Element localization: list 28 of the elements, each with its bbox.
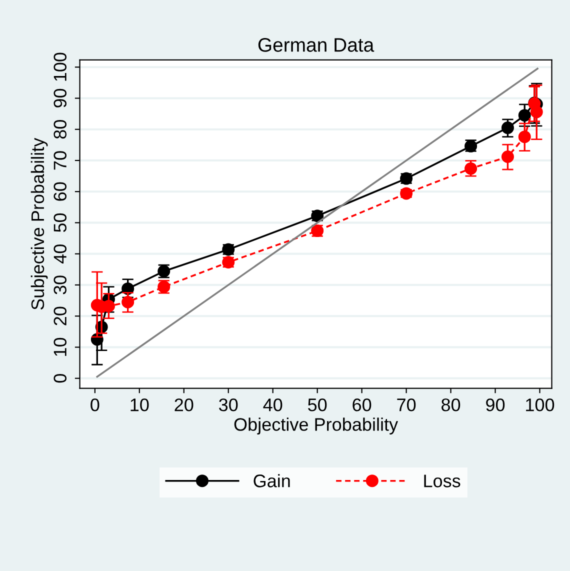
x-tick-label: 0	[90, 398, 100, 412]
x-tick-label: 10	[130, 398, 149, 412]
y-tick-label: 30	[54, 276, 67, 294]
point	[122, 296, 134, 308]
x-tick-label: 90	[486, 398, 505, 412]
y-tick-label: 60	[54, 182, 67, 201]
legend-label: Gain	[254, 474, 290, 488]
x-tick-label: 80	[442, 398, 460, 412]
y-tick-label: 10	[54, 338, 67, 356]
x-tick-label: 20	[174, 398, 194, 412]
x-tick-label: 50	[308, 398, 327, 412]
x-tick-label: 100	[526, 398, 554, 412]
y-tick-label: 100	[54, 52, 67, 81]
y-tick-label: 0	[54, 374, 67, 383]
x-tick-label: 70	[397, 398, 416, 412]
y-tick-label: 20	[54, 306, 67, 326]
y-tick-label: 90	[54, 88, 67, 108]
y-tick-label: 70	[54, 151, 67, 170]
y-axis-title: Subjective Probability	[30, 138, 48, 310]
y-tick-label: 80	[54, 120, 67, 139]
x-tick-label: 30	[219, 398, 238, 412]
x-tick-label: 40	[263, 398, 282, 412]
x-tick-label: 60	[352, 398, 372, 412]
y-tick-label: 50	[54, 213, 67, 232]
chart-title: German Data	[258, 38, 374, 52]
legend-label: Loss	[424, 474, 460, 488]
y-tick-label: 40	[54, 244, 67, 264]
x-axis-title: Objective Probability	[234, 418, 398, 434]
